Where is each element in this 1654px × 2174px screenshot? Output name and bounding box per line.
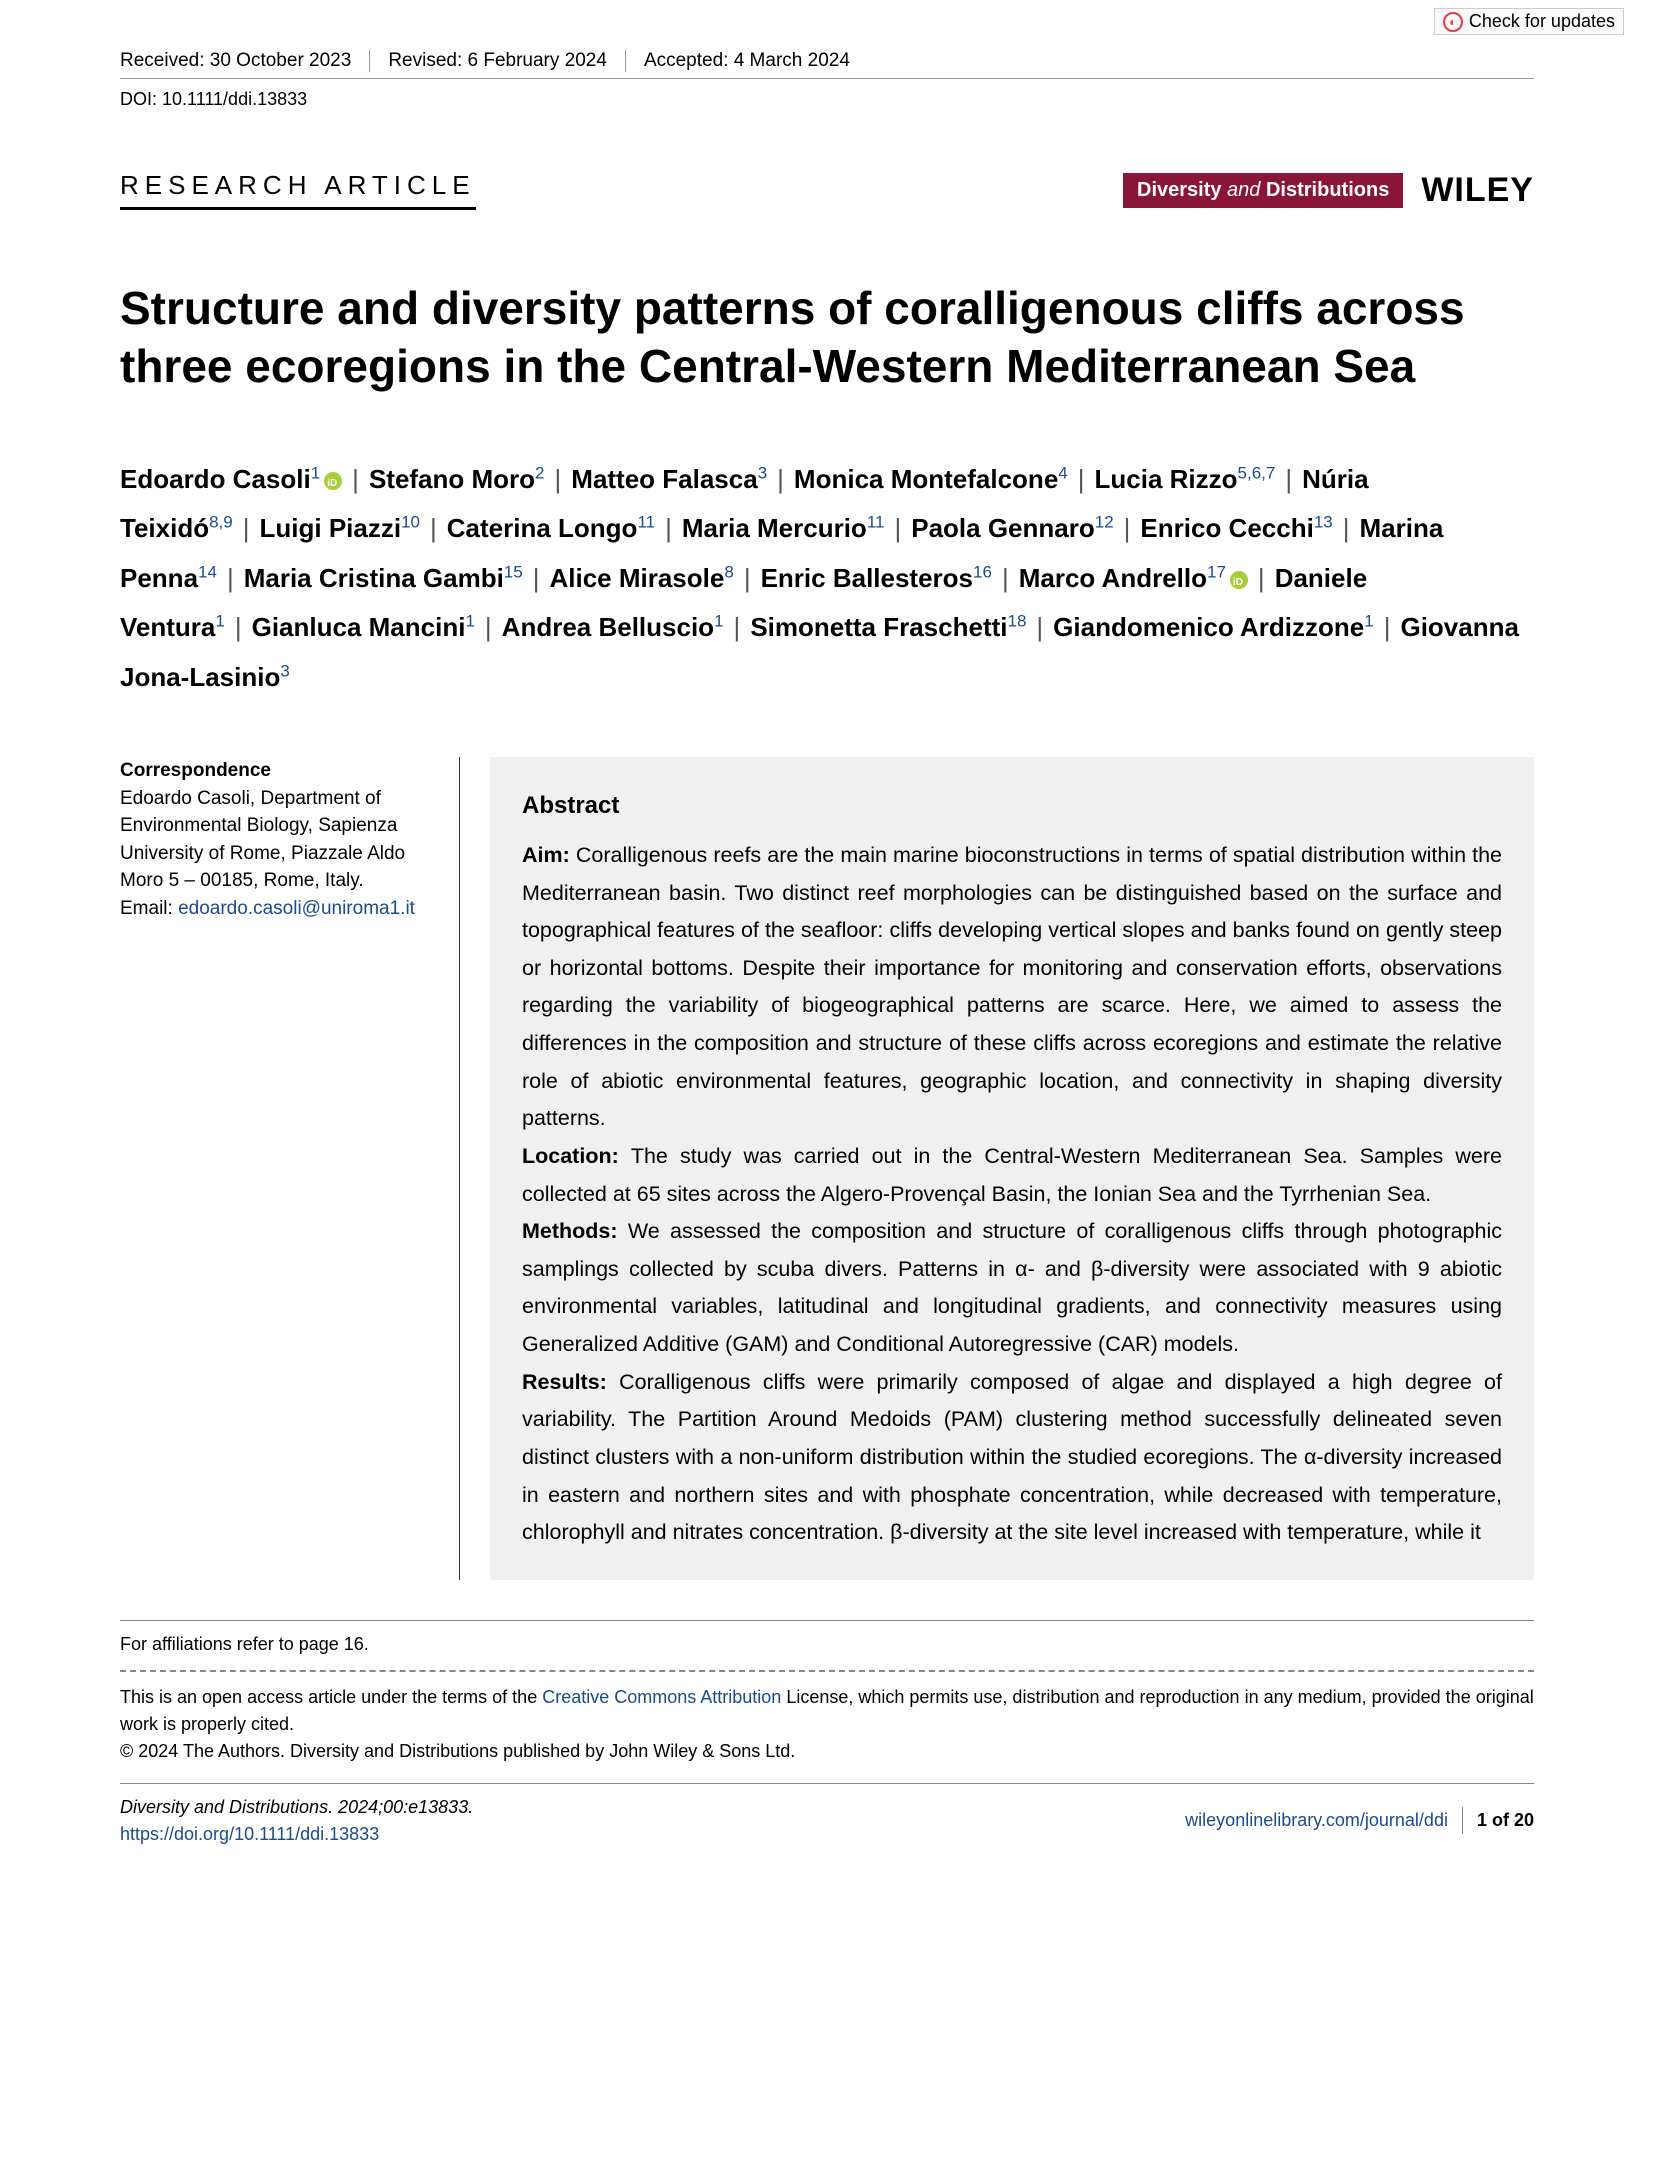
bottom-right: wileyonlinelibrary.com/journal/ddi 1 of …	[1185, 1794, 1534, 1848]
citation-block: Diversity and Distributions. 2024;00:e13…	[120, 1794, 473, 1848]
author-separator: |	[1036, 612, 1043, 642]
correspondence-block: Correspondence Edoardo Casoli, Departmen…	[120, 757, 460, 1580]
license-pre: This is an open access article under the…	[120, 1687, 542, 1707]
author-separator: |	[1384, 612, 1391, 642]
email-label: Email:	[120, 898, 178, 919]
author: Luigi Piazzi10	[260, 513, 421, 543]
author-separator: |	[430, 513, 437, 543]
dashed-divider	[120, 1670, 1534, 1672]
affiliations-note: For affiliations refer to page 16.	[120, 1620, 1534, 1658]
author: Maria Mercurio11	[682, 513, 885, 543]
author: Gianluca Mancini1	[252, 612, 475, 642]
correspondence-body: Edoardo Casoli, Department of Environmen…	[120, 785, 429, 895]
author: Caterina Longo11	[447, 513, 655, 543]
author: Matteo Falasca3	[571, 464, 767, 494]
author: Stefano Moro2	[369, 464, 545, 494]
aim-label: Aim:	[522, 843, 576, 867]
badge-distributions: Distributions	[1266, 179, 1389, 201]
author-separator: |	[1285, 464, 1292, 494]
bottom-bar: Diversity and Distributions. 2024;00:e13…	[120, 1783, 1534, 1848]
badge-and: and	[1222, 179, 1266, 201]
accepted-date: Accepted: 4 March 2024	[644, 50, 868, 72]
abstract-column: Abstract Aim: Coralligenous reefs are th…	[490, 757, 1534, 1580]
correspondence-heading: Correspondence	[120, 757, 429, 785]
footer-block: For affiliations refer to page 16. This …	[120, 1620, 1534, 1848]
revised-date: Revised: 6 February 2024	[388, 50, 626, 72]
license-link[interactable]: Creative Commons Attribution	[542, 1687, 781, 1707]
author-separator: |	[1002, 563, 1009, 593]
abstract-location: Location: The study was carried out in t…	[522, 1138, 1502, 1213]
author-list: Edoardo Casoli1 | Stefano Moro2 | Matteo Fal…	[120, 455, 1534, 702]
author-separator: |	[665, 513, 672, 543]
doi-text: DOI: 10.1111/ddi.13833	[120, 89, 1534, 110]
author-separator: |	[894, 513, 901, 543]
methods-text: We assessed the composition and structur…	[522, 1219, 1502, 1356]
article-type: RESEARCH ARTICLE	[120, 170, 476, 210]
author-separator: |	[235, 612, 242, 642]
badge-diversity: Diversity	[1137, 179, 1222, 201]
body-columns: Correspondence Edoardo Casoli, Departmen…	[120, 757, 1534, 1580]
author-separator: |	[1343, 513, 1350, 543]
author: Enrico Cecchi13	[1140, 513, 1332, 543]
abstract-results: Results: Coralligenous cliffs were prima…	[522, 1364, 1502, 1552]
article-page: Received: 30 October 2023 Revised: 6 Feb…	[0, 0, 1654, 1888]
article-dates: Received: 30 October 2023 Revised: 6 Feb…	[120, 50, 1534, 79]
abstract-box: Abstract Aim: Coralligenous reefs are th…	[490, 757, 1534, 1580]
author-separator: |	[1258, 563, 1265, 593]
author: Andrea Belluscio1	[502, 612, 724, 642]
page-number-text: 1 of 20	[1477, 1810, 1534, 1830]
header-line: RESEARCH ARTICLE Diversity and Distribut…	[120, 170, 1534, 210]
copyright-text: © 2024 The Authors. Diversity and Distri…	[120, 1738, 1534, 1765]
author-separator: |	[744, 563, 751, 593]
correspondence-email-line: Email: edoardo.casoli@uniroma1.it	[120, 895, 429, 923]
author-separator: |	[734, 612, 741, 642]
author: Giandomenico Ardizzone1	[1053, 612, 1374, 642]
page-number: 1 of 20	[1462, 1807, 1534, 1834]
journal-badge: Diversity and Distributions	[1123, 173, 1403, 208]
author: Simonetta Fraschetti18	[750, 612, 1026, 642]
author-separator: |	[1078, 464, 1085, 494]
abstract-heading: Abstract	[522, 785, 1502, 827]
author: Lucia Rizzo5,6,7	[1095, 464, 1276, 494]
orcid-icon[interactable]	[1230, 571, 1248, 589]
methods-label: Methods:	[522, 1219, 628, 1243]
license-text: This is an open access article under the…	[120, 1684, 1534, 1738]
author: Monica Montefalcone4	[794, 464, 1068, 494]
author-separator: |	[243, 513, 250, 543]
author: Marco Andrello17	[1019, 563, 1248, 593]
journal-branding: Diversity and Distributions WILEY	[1123, 171, 1534, 210]
author-separator: |	[1124, 513, 1131, 543]
author: Edoardo Casoli1	[120, 464, 342, 494]
publisher-logo: WILEY	[1421, 171, 1534, 210]
article-title: Structure and diversity patterns of cora…	[120, 280, 1534, 395]
journal-url-link[interactable]: wileyonlinelibrary.com/journal/ddi	[1185, 1807, 1448, 1834]
location-label: Location:	[522, 1144, 631, 1168]
author-separator: |	[533, 563, 540, 593]
author-separator: |	[227, 563, 234, 593]
citation-text: Diversity and Distributions. 2024;00:e13…	[120, 1797, 473, 1817]
author: Enric Ballesteros16	[761, 563, 992, 593]
author-separator: |	[777, 464, 784, 494]
received-date: Received: 30 October 2023	[120, 50, 370, 72]
author-separator: |	[352, 464, 359, 494]
doi-link[interactable]: https://doi.org/10.1111/ddi.13833	[120, 1824, 379, 1844]
correspondence-email-link[interactable]: edoardo.casoli@uniroma1.it	[178, 898, 415, 919]
results-label: Results:	[522, 1370, 619, 1394]
orcid-icon[interactable]	[324, 472, 342, 490]
author-separator: |	[555, 464, 562, 494]
author: Alice Mirasole8	[549, 563, 733, 593]
location-text: The study was carried out in the Central…	[522, 1144, 1502, 1206]
abstract-methods: Methods: We assessed the composition and…	[522, 1213, 1502, 1364]
results-text: Coralligenous cliffs were primarily comp…	[522, 1370, 1502, 1545]
author: Maria Cristina Gambi15	[244, 563, 523, 593]
abstract-aim: Aim: Coralligenous reefs are the main ma…	[522, 837, 1502, 1138]
author: Paola Gennaro12	[911, 513, 1113, 543]
author-separator: |	[485, 612, 492, 642]
aim-text: Coralligenous reefs are the main marine …	[522, 843, 1502, 1130]
